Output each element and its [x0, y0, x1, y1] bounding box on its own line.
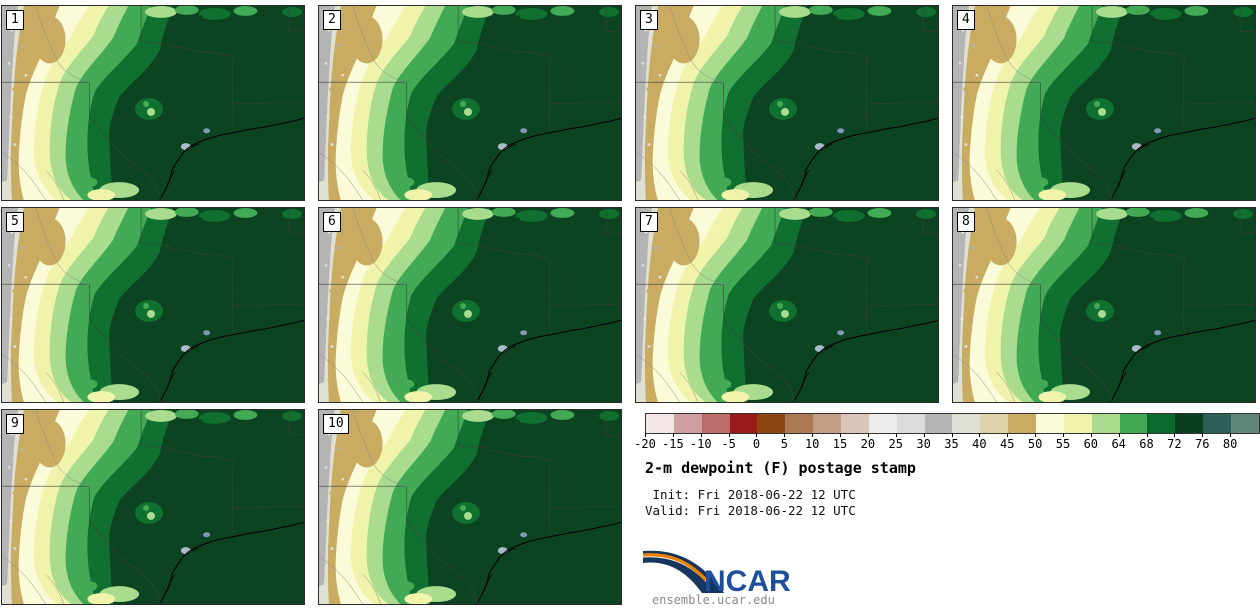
- dewpoint-map: [636, 208, 938, 402]
- dewpoint-map: [2, 410, 304, 604]
- colorbar: [645, 413, 1260, 434]
- ncar-swoosh-icon: [643, 550, 724, 593]
- figure-title: 2-m dewpoint (F) postage stamp: [645, 459, 916, 477]
- member-number-label: 6: [323, 212, 341, 232]
- member-number-label: 10: [323, 414, 349, 434]
- stamp-panel-5: 5: [1, 207, 305, 403]
- member-number-label: 1: [6, 10, 24, 30]
- valid-time: Valid: Fri 2018-06-22 12 UTC: [645, 503, 856, 518]
- stamp-panel-9: 9: [1, 409, 305, 605]
- member-number-label: 4: [957, 10, 975, 30]
- member-number-label: 3: [640, 10, 658, 30]
- dewpoint-map: [953, 208, 1255, 402]
- stamp-panel-6: 6: [318, 207, 622, 403]
- ncar-logo: NCAR: [642, 550, 812, 598]
- member-number-label: 7: [640, 212, 658, 232]
- dewpoint-map: [319, 6, 621, 200]
- stamp-panel-4: 4: [952, 5, 1256, 201]
- ncar-wordmark: NCAR: [704, 565, 791, 596]
- stamp-panel-8: 8: [952, 207, 1256, 403]
- member-number-label: 5: [6, 212, 24, 232]
- init-valid-block: Init: Fri 2018-06-22 12 UTC Valid: Fri 2…: [645, 487, 856, 519]
- stamp-panel-3: 3: [635, 5, 939, 201]
- dewpoint-map: [319, 410, 621, 604]
- member-number-label: 9: [6, 414, 24, 434]
- stamp-panel-2: 2: [318, 5, 622, 201]
- member-number-label: 2: [323, 10, 341, 30]
- stamp-panel-1: 1: [1, 5, 305, 201]
- dewpoint-map: [2, 208, 304, 402]
- init-time: Init: Fri 2018-06-22 12 UTC: [645, 487, 856, 502]
- stamp-panel-10: 10: [318, 409, 622, 605]
- dewpoint-map: [319, 208, 621, 402]
- dewpoint-map: [636, 6, 938, 200]
- dewpoint-map: [2, 6, 304, 200]
- member-number-label: 8: [957, 212, 975, 232]
- dewpoint-map: [953, 6, 1255, 200]
- ensemble-url: ensemble.ucar.edu: [652, 593, 775, 607]
- stamp-panel-7: 7: [635, 207, 939, 403]
- colorbar-ticks: -20 -15 -10 -5 0 5 10 15 20 25 30 35 40 45 50 55 60 64 68 7…: [634, 433, 1260, 453]
